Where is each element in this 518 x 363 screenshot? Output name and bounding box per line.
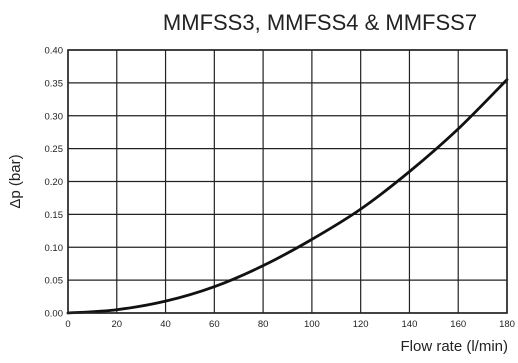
y-tick-label: 0.00 — [45, 309, 64, 320]
chart-title: MMFSS3, MMFSS4 & MMFSS7 — [163, 10, 477, 35]
x-tick-label: 120 — [353, 319, 369, 330]
y-tick-label: 0.35 — [45, 78, 64, 89]
series-line — [66, 78, 509, 315]
grid — [67, 49, 508, 314]
x-axis-label: Flow rate (l/min) — [400, 338, 508, 355]
y-tick-label: 0.15 — [45, 210, 64, 221]
y-tick-label: 0.10 — [45, 243, 64, 254]
series-layer — [66, 78, 509, 315]
x-tick-label: 100 — [304, 319, 320, 330]
y-axis-ticks: 0.00 0.05 0.10 0.15 0.20 0.25 0.30 0.35 0.40 — [45, 46, 64, 320]
plot-frame — [67, 49, 508, 314]
x-tick-label: 160 — [450, 319, 466, 330]
x-tick-label: 80 — [258, 319, 269, 330]
y-axis-label: Δp (bar) — [7, 154, 24, 208]
x-tick-label: 40 — [160, 319, 171, 330]
y-tick-label: 0.30 — [45, 111, 64, 122]
y-tick-label: 0.40 — [45, 46, 64, 57]
x-axis-ticks: 0 20 40 60 80 100 120 140 160 180 — [65, 319, 515, 330]
y-tick-label: 0.05 — [45, 276, 64, 287]
y-tick-label: 0.20 — [45, 177, 64, 188]
x-tick-label: 20 — [111, 319, 122, 330]
x-tick-label: 140 — [402, 319, 418, 330]
x-tick-label: 60 — [209, 319, 220, 330]
y-tick-label: 0.25 — [45, 144, 64, 155]
x-tick-label: 180 — [499, 319, 515, 330]
x-tick-label: 0 — [65, 319, 70, 330]
